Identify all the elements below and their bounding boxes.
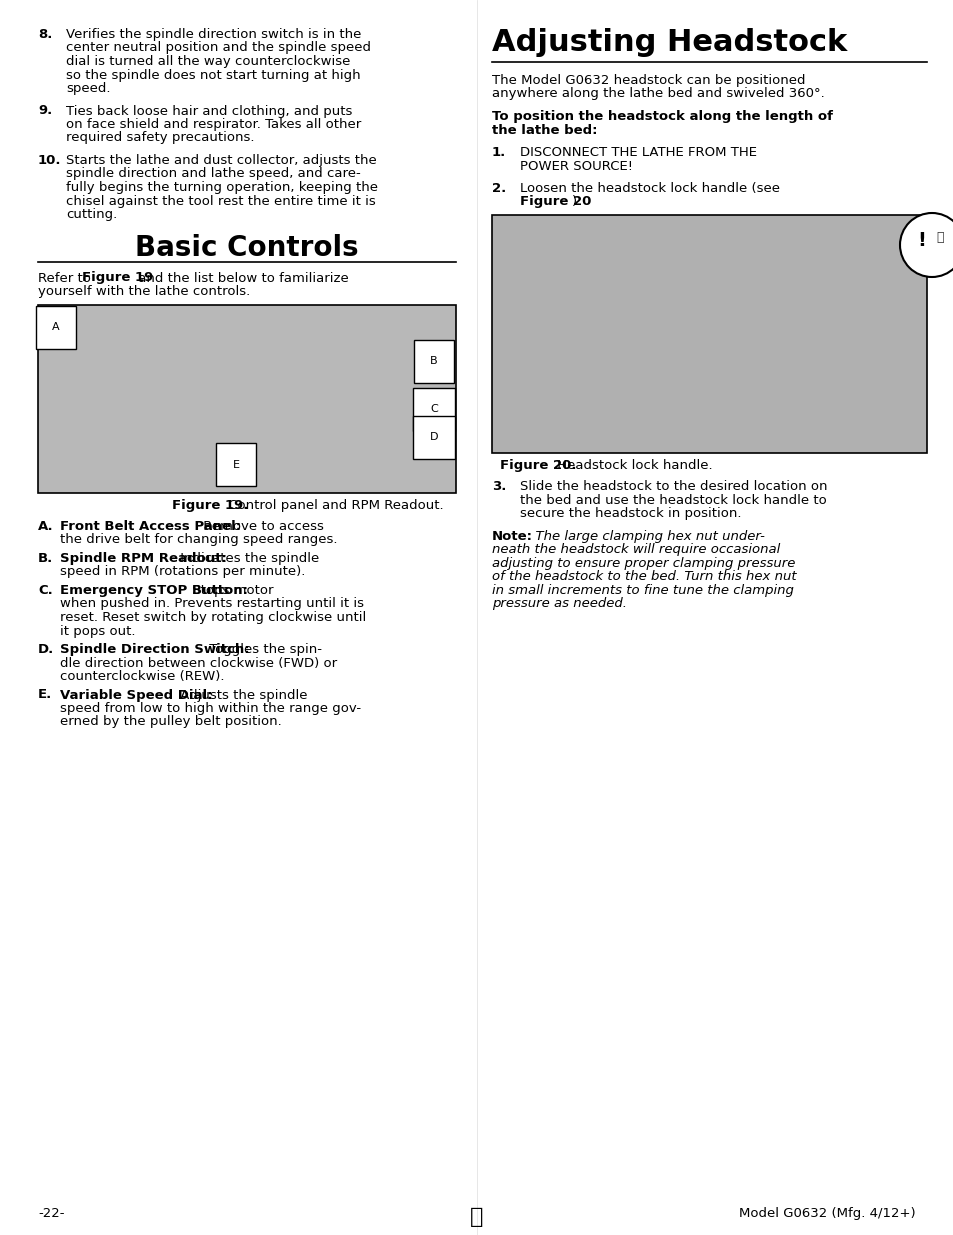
Text: the drive belt for changing speed ranges.: the drive belt for changing speed ranges… bbox=[60, 534, 337, 547]
Text: Figure 19.: Figure 19. bbox=[172, 499, 248, 511]
Text: Figure 19: Figure 19 bbox=[82, 272, 153, 284]
Text: To position the headstock along the length of: To position the headstock along the leng… bbox=[492, 110, 832, 124]
Text: Figure 20.: Figure 20. bbox=[499, 459, 576, 472]
Text: Indicates the spindle: Indicates the spindle bbox=[175, 552, 319, 564]
Text: 3.: 3. bbox=[492, 480, 506, 494]
FancyBboxPatch shape bbox=[492, 215, 926, 453]
Text: A: A bbox=[52, 322, 60, 332]
Text: E.: E. bbox=[38, 688, 52, 701]
Text: Adjusts the spindle: Adjusts the spindle bbox=[175, 688, 307, 701]
Text: A.: A. bbox=[38, 520, 53, 534]
Text: Variable Speed Dial:: Variable Speed Dial: bbox=[60, 688, 213, 701]
Text: 9.: 9. bbox=[38, 105, 52, 117]
Text: The large clamping hex nut under-: The large clamping hex nut under- bbox=[526, 530, 764, 543]
Text: speed from low to high within the range gov-: speed from low to high within the range … bbox=[60, 701, 361, 715]
Text: 1.: 1. bbox=[492, 146, 506, 159]
Text: counterclockwise (REW).: counterclockwise (REW). bbox=[60, 671, 224, 683]
Text: Headstock lock handle.: Headstock lock handle. bbox=[553, 459, 712, 472]
Text: of the headstock to the bed. Turn this hex nut: of the headstock to the bed. Turn this h… bbox=[492, 571, 796, 583]
Text: 8.: 8. bbox=[38, 28, 52, 41]
Text: 10.: 10. bbox=[38, 154, 61, 167]
FancyBboxPatch shape bbox=[38, 305, 456, 493]
Text: Note:: Note: bbox=[492, 530, 533, 543]
Text: C.: C. bbox=[38, 584, 52, 597]
Text: Remove to access: Remove to access bbox=[199, 520, 324, 534]
Text: spindle direction and lathe speed, and care-: spindle direction and lathe speed, and c… bbox=[66, 168, 360, 180]
Text: Model G0632 (Mfg. 4/12+): Model G0632 (Mfg. 4/12+) bbox=[739, 1207, 915, 1220]
Text: dle direction between clockwise (FWD) or: dle direction between clockwise (FWD) or bbox=[60, 657, 336, 669]
Text: the bed and use the headstock lock handle to: the bed and use the headstock lock handl… bbox=[519, 494, 826, 508]
Text: -22-: -22- bbox=[38, 1207, 65, 1220]
Text: Refer to: Refer to bbox=[38, 272, 95, 284]
Text: adjusting to ensure proper clamping pressure: adjusting to ensure proper clamping pres… bbox=[492, 557, 795, 571]
Text: cutting.: cutting. bbox=[66, 207, 117, 221]
Text: ⬛: ⬛ bbox=[935, 231, 943, 245]
Text: Control panel and RPM Readout.: Control panel and RPM Readout. bbox=[224, 499, 443, 511]
Text: Stops motor: Stops motor bbox=[188, 584, 273, 597]
Text: reset. Reset switch by rotating clockwise until: reset. Reset switch by rotating clockwis… bbox=[60, 611, 366, 624]
Text: Toggles the spin-: Toggles the spin- bbox=[205, 643, 322, 656]
Text: B: B bbox=[430, 357, 437, 367]
Text: POWER SOURCE!: POWER SOURCE! bbox=[519, 159, 633, 173]
Text: when pushed in. Prevents restarting until it is: when pushed in. Prevents restarting unti… bbox=[60, 598, 364, 610]
Text: DISCONNECT THE LATHE FROM THE: DISCONNECT THE LATHE FROM THE bbox=[519, 146, 757, 159]
Text: chisel against the tool rest the entire time it is: chisel against the tool rest the entire … bbox=[66, 194, 375, 207]
Text: The Model G0632 headstock can be positioned: The Model G0632 headstock can be positio… bbox=[492, 74, 804, 86]
Text: 🐾: 🐾 bbox=[470, 1207, 483, 1228]
Text: in small increments to fine tune the clamping: in small increments to fine tune the cla… bbox=[492, 584, 793, 597]
Text: Basic Controls: Basic Controls bbox=[135, 233, 358, 262]
Text: center neutral position and the spindle speed: center neutral position and the spindle … bbox=[66, 42, 371, 54]
Text: D.: D. bbox=[38, 643, 54, 656]
Text: the lathe bed:: the lathe bed: bbox=[492, 124, 597, 137]
Text: anywhere along the lathe bed and swiveled 360°.: anywhere along the lathe bed and swivele… bbox=[492, 88, 824, 100]
Text: Starts the lathe and dust collector, adjusts the: Starts the lathe and dust collector, adj… bbox=[66, 154, 376, 167]
Text: Front Belt Access Panel:: Front Belt Access Panel: bbox=[60, 520, 241, 534]
Text: D: D bbox=[429, 432, 437, 442]
Text: Verifies the spindle direction switch is in the: Verifies the spindle direction switch is… bbox=[66, 28, 361, 41]
Text: speed.: speed. bbox=[66, 82, 111, 95]
Text: Emergency STOP Button:: Emergency STOP Button: bbox=[60, 584, 248, 597]
Text: Loosen the headstock lock handle (see: Loosen the headstock lock handle (see bbox=[519, 182, 780, 195]
Text: 2.: 2. bbox=[492, 182, 506, 195]
Text: neath the headstock will require occasional: neath the headstock will require occasio… bbox=[492, 543, 780, 557]
Text: erned by the pulley belt position.: erned by the pulley belt position. bbox=[60, 715, 281, 729]
Text: it pops out.: it pops out. bbox=[60, 625, 135, 637]
Text: dial is turned all the way counterclockwise: dial is turned all the way counterclockw… bbox=[66, 56, 350, 68]
Text: Slide the headstock to the desired location on: Slide the headstock to the desired locat… bbox=[519, 480, 826, 494]
Text: !: ! bbox=[917, 231, 925, 249]
Text: ).: ). bbox=[572, 195, 580, 209]
Circle shape bbox=[899, 212, 953, 277]
Text: Spindle Direction Switch:: Spindle Direction Switch: bbox=[60, 643, 250, 656]
Text: Ties back loose hair and clothing, and puts: Ties back loose hair and clothing, and p… bbox=[66, 105, 352, 117]
Text: yourself with the lathe controls.: yourself with the lathe controls. bbox=[38, 285, 250, 298]
Text: on face shield and respirator. Takes all other: on face shield and respirator. Takes all… bbox=[66, 119, 361, 131]
Text: required safety precautions.: required safety precautions. bbox=[66, 131, 254, 144]
Text: pressure as needed.: pressure as needed. bbox=[492, 598, 626, 610]
Text: speed in RPM (rotations per minute).: speed in RPM (rotations per minute). bbox=[60, 566, 305, 578]
Text: E: E bbox=[233, 459, 239, 469]
Text: fully begins the turning operation, keeping the: fully begins the turning operation, keep… bbox=[66, 182, 377, 194]
Text: Spindle RPM Readout:: Spindle RPM Readout: bbox=[60, 552, 227, 564]
Text: C: C bbox=[430, 405, 437, 415]
Text: so the spindle does not start turning at high: so the spindle does not start turning at… bbox=[66, 68, 360, 82]
Text: Adjusting Headstock: Adjusting Headstock bbox=[492, 28, 846, 57]
Text: B.: B. bbox=[38, 552, 53, 564]
Text: Figure 20: Figure 20 bbox=[519, 195, 591, 209]
Text: and the list below to familiarize: and the list below to familiarize bbox=[133, 272, 349, 284]
Text: secure the headstock in position.: secure the headstock in position. bbox=[519, 508, 740, 520]
